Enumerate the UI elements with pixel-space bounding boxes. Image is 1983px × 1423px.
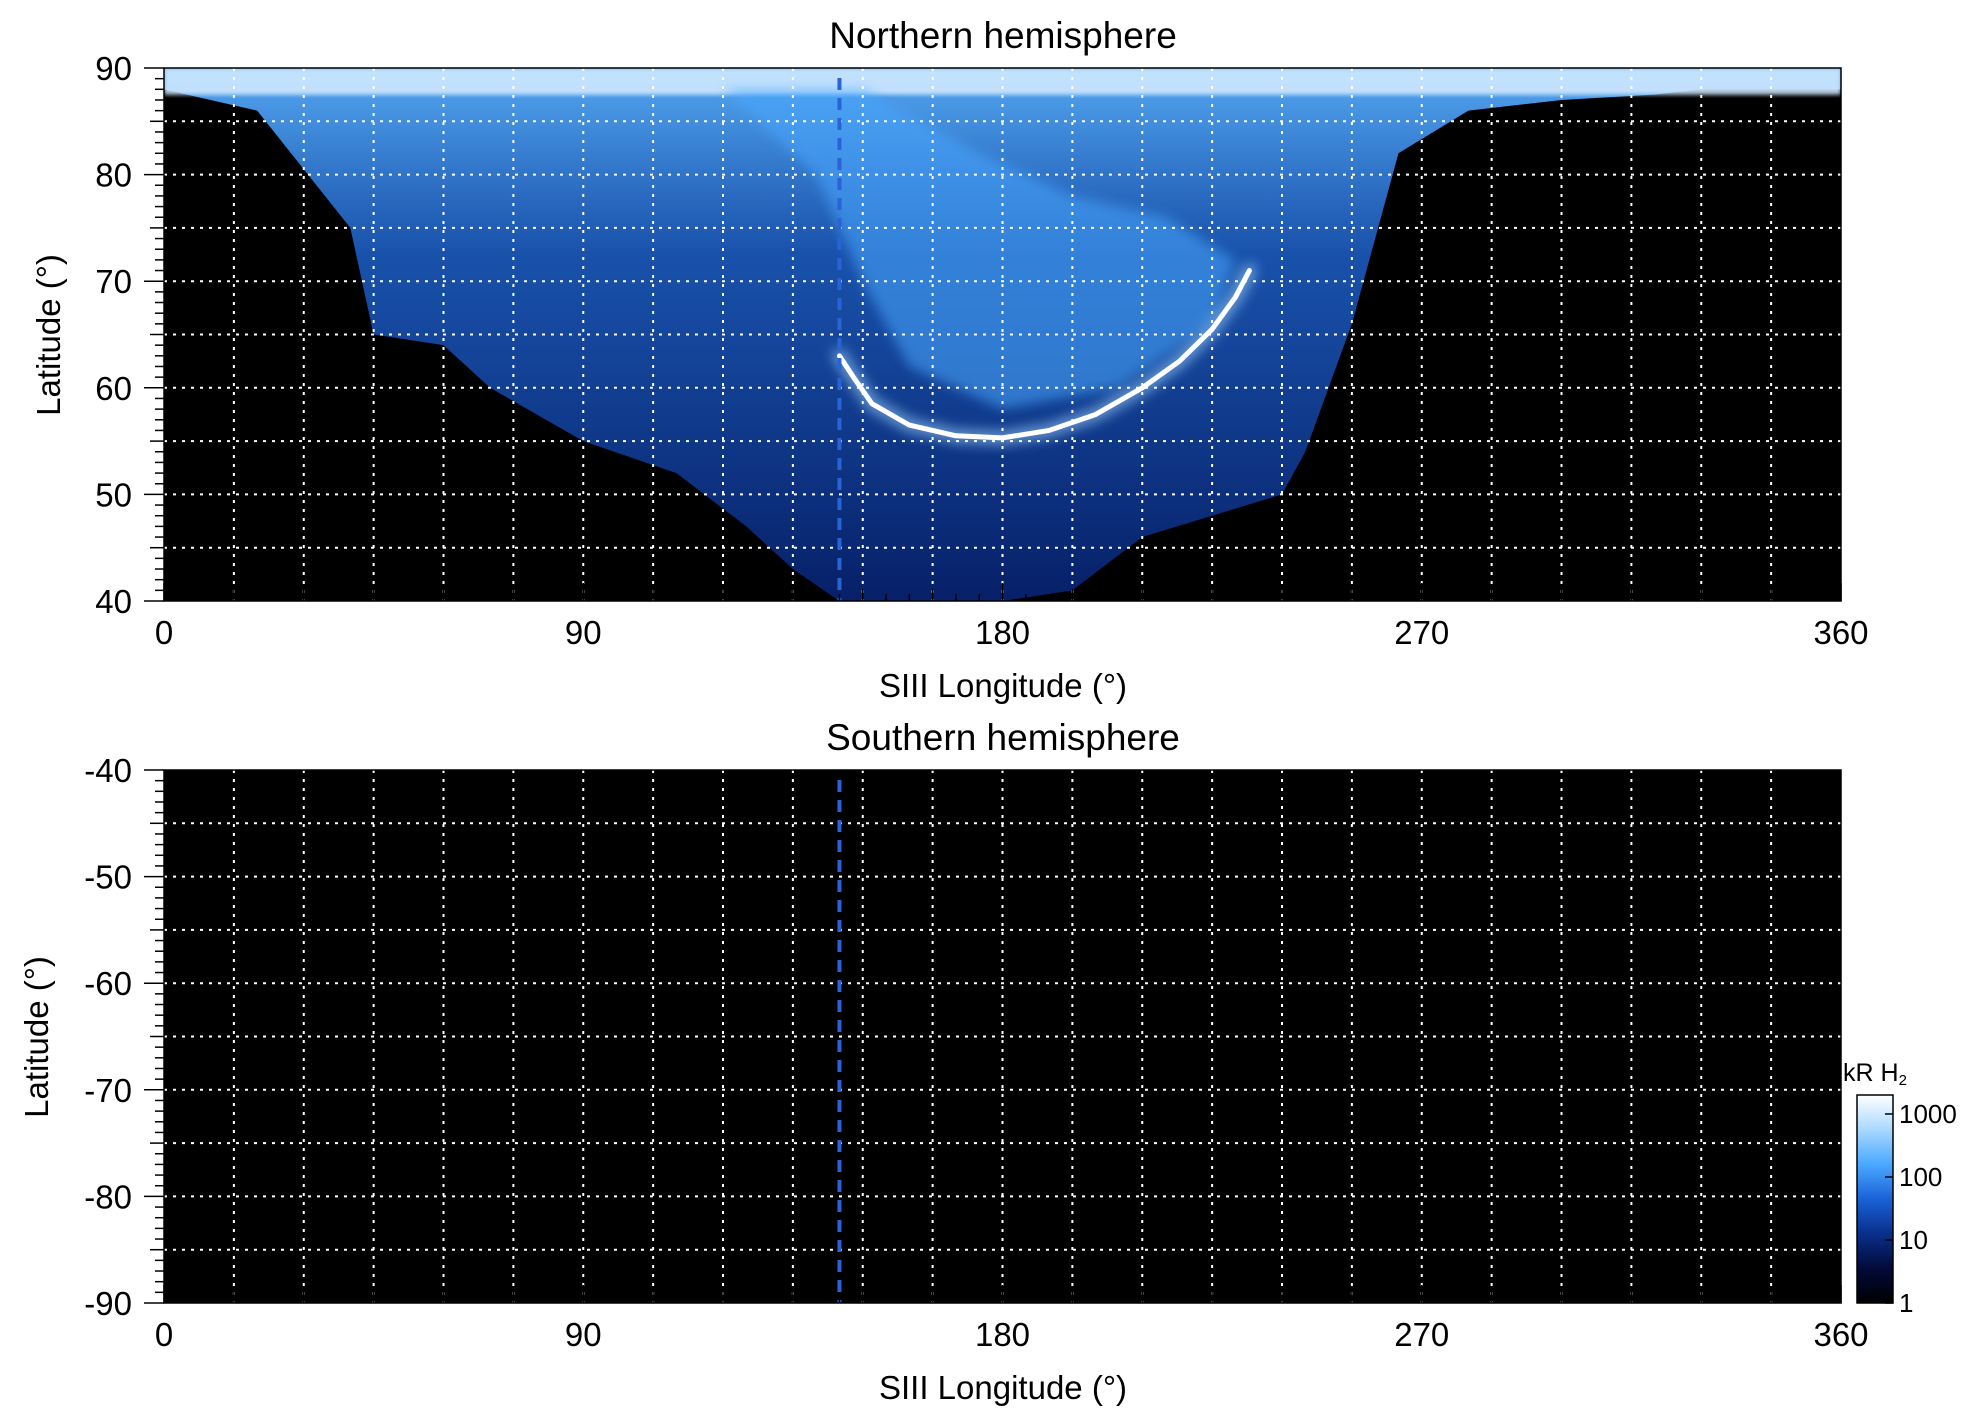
southern-title: Southern hemisphere [826, 717, 1180, 758]
northern-y-tick-label: 40 [95, 583, 132, 620]
colorbar-title-main: kR H [1843, 1059, 1899, 1087]
northern-y-tick-label: 80 [95, 157, 132, 194]
colorbar-tick-label: 1 [1899, 1288, 1913, 1318]
southern-x-tick-label: 360 [1813, 1316, 1868, 1353]
southern-y-tick-label: -70 [84, 1072, 132, 1109]
southern-y-tick-label: -90 [84, 1285, 132, 1322]
northern-y-tick-label: 50 [95, 476, 132, 513]
northern-x-ticks: 0 90 180 270 360 [155, 583, 1869, 651]
colorbar: kR H2 1000 100 10 1 [1843, 1059, 1957, 1318]
southern-x-tick-label: 0 [155, 1316, 173, 1353]
southern-y-tick-label: -80 [84, 1178, 132, 1215]
northern-x-tick-label: 270 [1394, 614, 1449, 651]
northern-y-tick-label: 90 [95, 50, 132, 87]
northern-x-tick-label: 360 [1813, 614, 1868, 651]
southern-y-ticks: -40 -50 -60 -70 -80 -90 [84, 752, 164, 1322]
northern-x-tick-label: 180 [975, 614, 1030, 651]
colorbar-title-subscript: 2 [1899, 1072, 1907, 1089]
colorbar-tick-label: 100 [1899, 1162, 1942, 1192]
southern-x-axis-label: SIII Longitude (°) [879, 1369, 1127, 1406]
northern-grid [164, 68, 1841, 601]
northern-title: Northern hemisphere [829, 15, 1177, 56]
southern-x-tick-label: 180 [975, 1316, 1030, 1353]
southern-panel: Southern hemisphere -40 -50 -60 -70 -80 -90 0… [18, 717, 1869, 1406]
southern-y-tick-label: -50 [84, 859, 132, 896]
southern-y-axis-label: Latitude (°) [18, 956, 55, 1118]
northern-y-ticks: 90 80 70 60 50 40 [95, 50, 164, 620]
northern-panel: Northern hemisphere 90 80 70 60 50 40 0 90 180 2… [30, 15, 1869, 704]
southern-grid [164, 770, 1841, 1303]
southern-x-ticks: 0 90 180 270 360 [155, 1285, 1869, 1353]
northern-x-tick-label: 0 [155, 614, 173, 651]
northern-y-axis-label: Latitude (°) [30, 254, 67, 416]
southern-x-tick-label: 90 [565, 1316, 602, 1353]
northern-y-tick-label: 60 [95, 370, 132, 407]
southern-y-tick-label: -40 [84, 752, 132, 789]
colorbar-title: kR H2 [1843, 1059, 1907, 1089]
colorbar-gradient [1856, 1094, 1894, 1304]
southern-x-tick-label: 270 [1394, 1316, 1449, 1353]
colorbar-ticks: 1000 100 10 1 [1885, 1099, 1957, 1318]
northern-polar-cap [164, 68, 1841, 95]
northern-x-tick-label: 90 [565, 614, 602, 651]
colorbar-tick-label: 1000 [1899, 1099, 1957, 1129]
northern-x-axis-label: SIII Longitude (°) [879, 667, 1127, 704]
southern-y-tick-label: -60 [84, 965, 132, 1002]
colorbar-tick-label: 10 [1899, 1225, 1928, 1255]
northern-polar-emission [723, 89, 1236, 410]
northern-y-tick-label: 70 [95, 263, 132, 300]
